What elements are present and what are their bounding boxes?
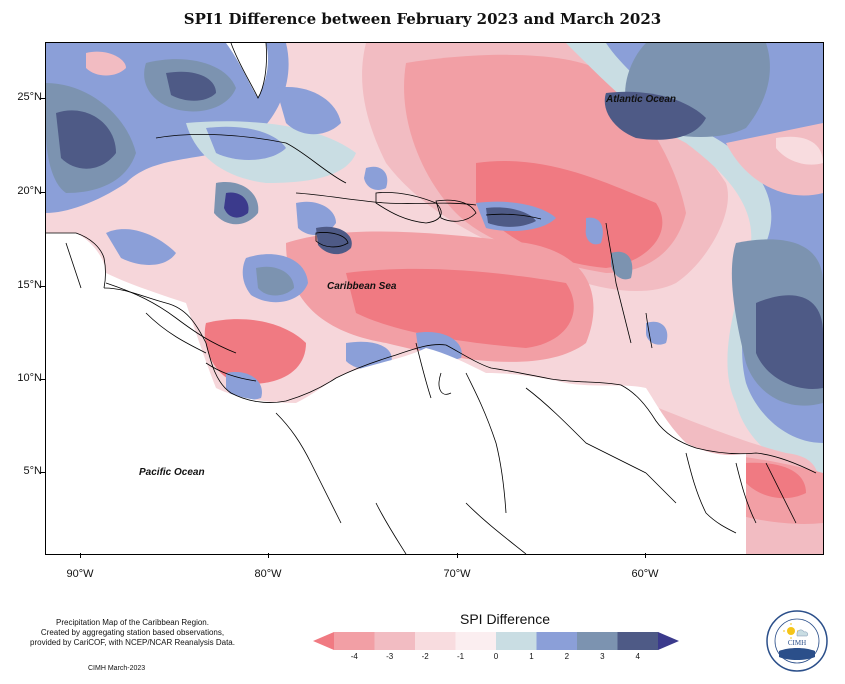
footer-note: Precipitation Map of the Caribbean Regio… <box>10 618 255 648</box>
lon-tick-label: 70°W <box>443 568 471 580</box>
lon-tick-label: 80°W <box>254 568 282 580</box>
lat-tickmark <box>40 286 45 287</box>
footer-date: CIMH March-2023 <box>88 665 146 672</box>
lon-tickmark <box>268 553 269 558</box>
map-title: SPI1 Difference between February 2023 an… <box>183 10 662 28</box>
lat-tickmark <box>40 379 45 380</box>
legend-swatch <box>496 632 537 650</box>
footer-line: Precipitation Map of the Caribbean Regio… <box>56 618 209 627</box>
legend-swatch <box>658 632 679 650</box>
lon-tickmark <box>645 553 646 558</box>
lon-tickmark <box>80 553 81 558</box>
footer-line: Created by aggregating station based obs… <box>40 628 225 637</box>
map-field <box>46 43 823 554</box>
lat-tick-label: 5°N <box>23 465 42 477</box>
legend-swatch <box>536 632 578 650</box>
logo-text: CIMH <box>788 639 806 647</box>
lat-tickmark <box>40 472 45 473</box>
cimh-logo: CIMH <box>766 610 828 672</box>
legend-title: SPI Difference <box>459 611 550 627</box>
atlantic-ocean-label: Atlantic Ocean <box>606 94 677 105</box>
legend-tick-label: 4 <box>635 652 640 661</box>
legend-tick-label: -2 <box>421 652 429 661</box>
caribbean-sea-label: Caribbean Sea <box>327 281 397 292</box>
lat-tickmark <box>40 98 45 99</box>
footer-line: provided by CariCOF, with NCEP/NCAR Rean… <box>30 638 235 647</box>
pacific-ocean-label: Pacific Ocean <box>139 467 205 478</box>
lon-tick-label: 90°W <box>66 568 94 580</box>
legend-swatch <box>374 632 416 650</box>
legend-swatch <box>577 632 618 650</box>
lat-tick-label: 20°N <box>17 185 42 197</box>
spi-difference-map: Atlantic Ocean Caribbean Sea Pacific Oce… <box>45 42 824 555</box>
lon-tick-label: 60°W <box>631 568 659 580</box>
legend-tick-label: 1 <box>529 652 534 661</box>
legend-swatch <box>334 632 375 650</box>
legend-tick-label: 2 <box>564 652 570 661</box>
legend-tick-label: -4 <box>350 652 358 661</box>
legend-tick-label: -1 <box>457 652 465 661</box>
lat-tickmark <box>40 192 45 193</box>
legend-colorbar <box>313 632 679 650</box>
lat-tick-label: 15°N <box>17 279 42 291</box>
lat-tick-label: 25°N <box>17 91 42 103</box>
legend-tick-label: 0 <box>493 652 499 661</box>
legend-swatch <box>313 632 334 650</box>
legend-tick-label: 3 <box>600 652 605 661</box>
lon-tickmark <box>457 553 458 558</box>
legend-swatch <box>415 632 456 650</box>
legend-swatch <box>455 632 497 650</box>
lat-tick-label: 10°N <box>17 372 42 384</box>
legend-swatch <box>617 632 659 650</box>
legend-tick-label: -3 <box>386 652 394 661</box>
